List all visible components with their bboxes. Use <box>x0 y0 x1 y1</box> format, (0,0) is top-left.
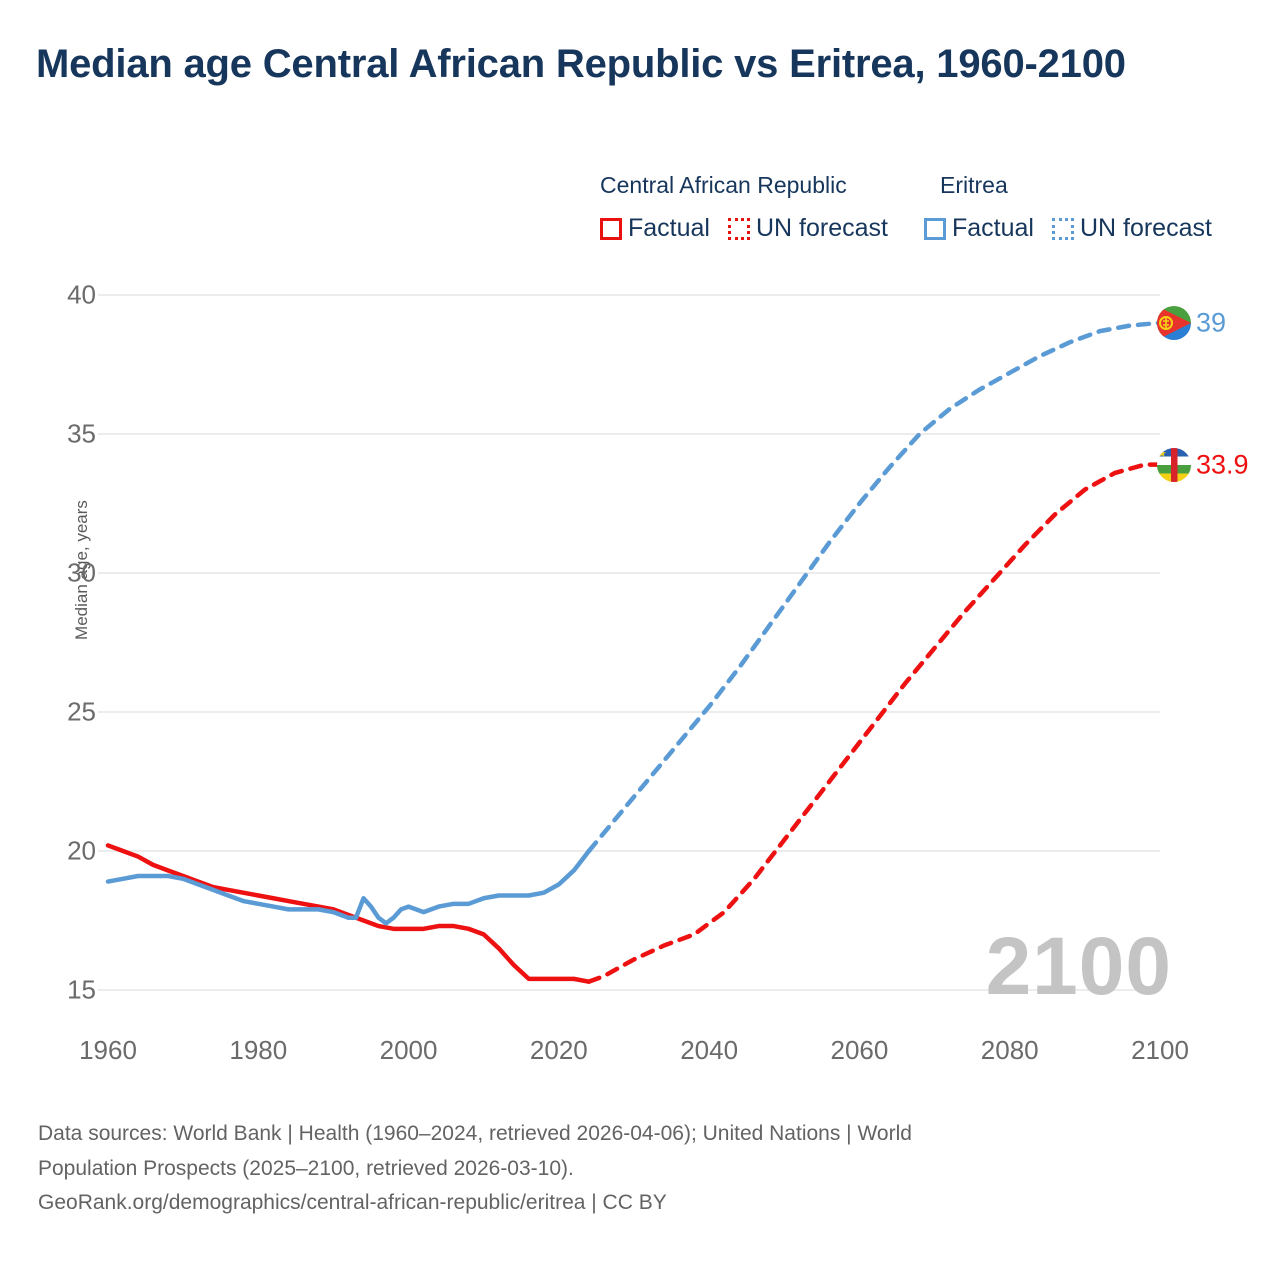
y-axis-tick-label: 30 <box>67 557 96 588</box>
legend-item-car-forecast[interactable]: UN forecast <box>727 214 888 243</box>
footer-line-2: Population Prospects (2025–2100, retriev… <box>38 1156 574 1180</box>
y-axis-tick-label: 15 <box>67 974 96 1005</box>
solid-line-swatch-icon <box>600 217 622 240</box>
legend-item-car-factual[interactable]: Factual <box>600 214 710 243</box>
y-axis-ticks: 15 20 25 30 35 40 <box>0 0 96 1280</box>
chart-legend: Central African Republic Eritrea Factual… <box>600 172 1260 243</box>
solid-line-swatch-icon <box>923 217 946 240</box>
x-axis-tick-label: 2000 <box>379 1035 438 1065</box>
footer-line-1: Data sources: World Bank | Health (1960–… <box>38 1122 912 1145</box>
legend-item-eritrea-factual[interactable]: Factual <box>923 214 1034 243</box>
legend-group-eritrea: Eritrea <box>940 172 1008 198</box>
dotted-line-swatch-icon <box>727 217 750 240</box>
legend-label-eritrea-forecast: UN forecast <box>1079 214 1212 242</box>
eritrea-end-value: 39 <box>1196 307 1227 338</box>
car-factual-line <box>105 843 592 984</box>
legend-label-eritrea-factual: Factual <box>951 214 1034 242</box>
footer-line-3[interactable]: GeoRank.org/demographics/central-african… <box>38 1191 667 1215</box>
x-axis-tick-label: 2040 <box>680 1035 739 1065</box>
eritrea-flag-marker-icon <box>1157 305 1191 340</box>
year-watermark: 2100 <box>985 921 1172 1012</box>
x-axis-tick-label: 2060 <box>830 1035 889 1065</box>
car-end-value: 33.9 <box>1196 449 1249 480</box>
legend-label-car-factual: Factual <box>628 214 710 242</box>
x-axis-tick-label: 2080 <box>980 1035 1039 1065</box>
dotted-line-swatch-icon <box>1051 217 1074 240</box>
eritrea-factual-line <box>105 848 592 926</box>
y-axis-tick-label: 20 <box>67 835 96 866</box>
central-african-republic-flag-marker-icon <box>1157 447 1191 482</box>
y-axis-tick-label: 35 <box>67 418 96 449</box>
car-forecast-line <box>586 462 1163 984</box>
footer-sources: Data sources: World Bank | Health (1960–… <box>38 1118 1198 1222</box>
x-axis-tick-label: 1960 <box>79 1035 137 1065</box>
page-title: Median age Central African Republic vs E… <box>36 42 1126 86</box>
eritrea-forecast-line <box>586 320 1163 854</box>
legend-label-car-forecast: UN forecast <box>755 214 888 242</box>
x-axis-tick-label: 1980 <box>229 1035 288 1065</box>
y-axis-tick-label: 25 <box>67 696 96 727</box>
legend-group-headings: Central African Republic Eritrea <box>600 172 1260 206</box>
y-axis-tick-label: 40 <box>67 279 96 310</box>
legend-items: Factual UN forecast Factual UN forecast <box>600 214 1260 243</box>
x-axis-tick-label: 2020 <box>529 1035 588 1065</box>
legend-group-car: Central African Republic <box>600 172 847 198</box>
legend-item-eritrea-forecast[interactable]: UN forecast <box>1051 214 1212 243</box>
x-axis-tick-label: 2100 <box>1131 1035 1189 1065</box>
